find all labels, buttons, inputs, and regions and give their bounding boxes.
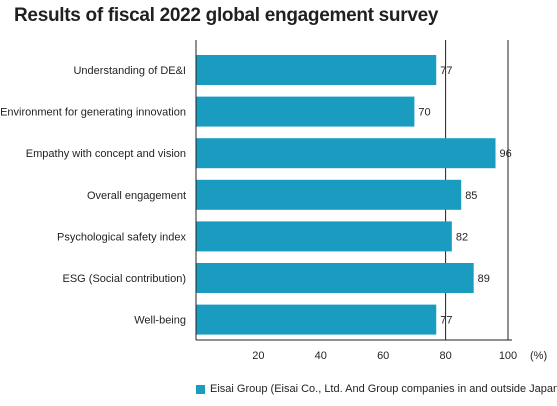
- legend: Eisai Group (Eisai Co., Ltd. And Group c…: [196, 383, 557, 395]
- bar: [196, 263, 474, 293]
- data-label: 77: [440, 65, 452, 77]
- data-label: 89: [478, 273, 490, 285]
- x-tick-label: 80: [439, 350, 451, 362]
- legend-swatch: [196, 384, 205, 394]
- bar: [196, 304, 437, 335]
- data-label: 70: [418, 107, 430, 119]
- category-label: Environment for generating innovation: [0, 107, 186, 119]
- x-axis-unit: (%): [530, 350, 547, 362]
- data-label: 82: [456, 231, 468, 243]
- category-label: Overall engagement: [87, 190, 186, 202]
- category-label: Empathy with concept and vision: [26, 148, 186, 160]
- category-label: ESG (Social contribution): [63, 273, 187, 285]
- x-tick-label: 100: [499, 350, 517, 362]
- bar: [196, 138, 496, 169]
- category-label: Well-being: [134, 315, 186, 327]
- bar: [196, 55, 437, 85]
- bar: [196, 221, 452, 252]
- bar-chart: 77 Understanding of DE&I 70 Environment for…: [0, 40, 547, 362]
- x-tick-label: 60: [377, 350, 389, 362]
- data-label: 96: [500, 148, 512, 160]
- legend-label: Eisai Group (Eisai Co., Ltd. And Group c…: [210, 383, 557, 395]
- data-label: 85: [465, 190, 477, 202]
- category-label: Understanding of DE&I: [73, 65, 186, 77]
- x-tick-label: 40: [315, 350, 327, 362]
- data-label: 77: [440, 315, 452, 327]
- x-tick-label: 20: [252, 350, 264, 362]
- chart-title: Results of fiscal 2022 global engagement…: [14, 5, 439, 26]
- bar: [196, 179, 462, 210]
- bar: [196, 96, 415, 127]
- category-label: Psychological safety index: [57, 231, 187, 243]
